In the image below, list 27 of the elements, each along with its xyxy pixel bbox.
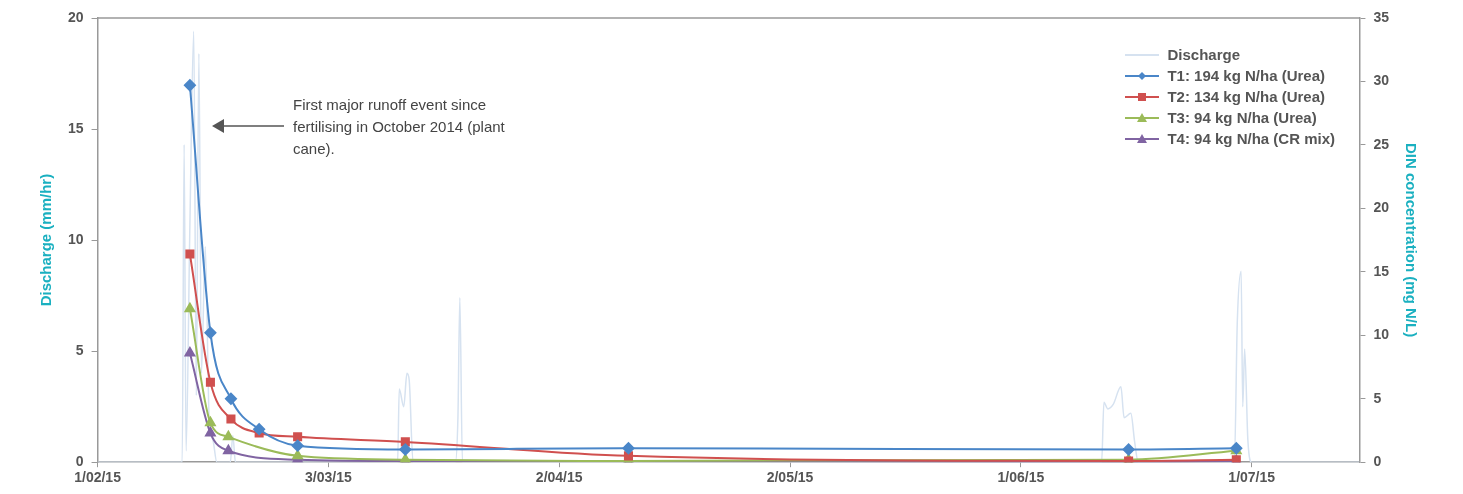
y-tick-label: 10 xyxy=(67,230,84,247)
legend-label: T4: 94 kg N/ha (CR mix) xyxy=(1167,129,1335,149)
y2-tick-label: 10 xyxy=(1373,326,1390,343)
y-tick-label: 15 xyxy=(67,119,84,136)
legend-label: T1: 194 kg N/ha (Urea) xyxy=(1167,66,1326,86)
y2-tick-label: 15 xyxy=(1373,262,1390,279)
annotation: First major runoff event since fertilising in October 2014 (plant cane). xyxy=(293,95,506,159)
x-tick-label: 1/07/15 xyxy=(1228,469,1276,486)
y-axis-title: Discharge (mm/hr) xyxy=(37,173,55,307)
y2-axis-title: DIN concentration (mg N/L) xyxy=(1402,143,1420,338)
y2-tick-label: 20 xyxy=(1373,199,1390,216)
x-tick-label: 2/04/15 xyxy=(535,469,583,486)
x-tick-label: 3/03/15 xyxy=(305,469,352,486)
x-tick-label: 1/02/15 xyxy=(74,469,122,486)
y2-tick-label: 0 xyxy=(1373,453,1382,470)
y-tick-label: 20 xyxy=(67,8,84,25)
y2-tick-label: 25 xyxy=(1373,135,1390,152)
y2-tick-label: 5 xyxy=(1373,389,1382,406)
legend-label: Discharge xyxy=(1167,45,1240,65)
y-tick-label: 0 xyxy=(75,453,84,470)
x-tick-label: 2/05/15 xyxy=(766,469,814,486)
legend-label: T2: 134 kg N/ha (Urea) xyxy=(1167,87,1326,107)
y-tick-label: 5 xyxy=(75,342,84,359)
y2-tick-label: 30 xyxy=(1373,72,1390,89)
y2-tick-label: 35 xyxy=(1373,8,1390,25)
legend-label: T3: 94 kg N/ha (Urea) xyxy=(1167,108,1317,128)
x-tick-label: 1/06/15 xyxy=(997,469,1045,486)
